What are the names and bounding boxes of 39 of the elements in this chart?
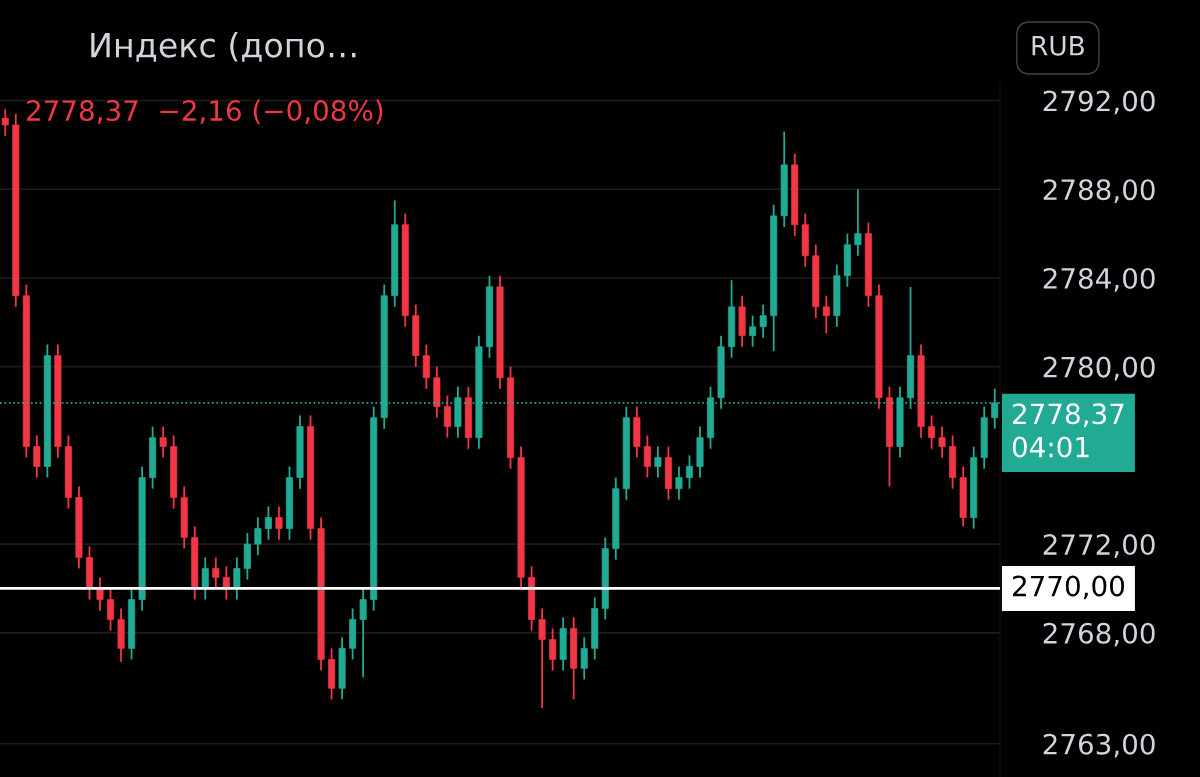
candlestick — [938, 425, 946, 459]
candlestick — [212, 556, 220, 590]
candlestick — [33, 434, 41, 479]
candlestick — [580, 636, 588, 681]
candlestick — [254, 516, 262, 557]
candlestick — [275, 505, 283, 541]
candlestick — [96, 576, 104, 612]
candlestick — [685, 454, 693, 490]
candlestick — [201, 556, 209, 601]
candlestick — [928, 414, 936, 450]
y-tick-label: 2772,00 — [1043, 534, 1155, 558]
y-tick-label: 2780,00 — [1043, 356, 1155, 381]
candlestick — [549, 627, 557, 672]
candlestick — [443, 394, 451, 439]
y-tick-label: 2768,00 — [1043, 622, 1155, 647]
ref-line-label: 2778,37 04:01 — [1012, 403, 1124, 458]
candlestick — [233, 556, 241, 601]
candlestick — [264, 505, 272, 541]
y-tick-label: 2784,00 — [1043, 267, 1155, 292]
candlestick — [643, 434, 651, 479]
candlestick — [759, 303, 767, 339]
candlestick — [675, 465, 683, 501]
candlestick — [854, 188, 862, 257]
candlestick — [749, 314, 757, 348]
y-tick-label: 2792,00 — [1043, 90, 1155, 115]
candlestick — [422, 343, 430, 390]
ref-line-label: 2770,00 — [1013, 575, 1125, 600]
y-tick-label: 2763,00 — [1043, 733, 1155, 758]
candlestick — [107, 587, 115, 632]
candlestick — [654, 445, 662, 479]
y-tick-label: 2788,00 — [1043, 179, 1155, 204]
candlestick — [822, 294, 830, 335]
candlestick — [359, 587, 367, 679]
chart-subtitle: 2778,37 −2,16 (−0,08%) — [27, 99, 383, 125]
candlestick — [538, 607, 546, 710]
candlestick — [1, 108, 9, 137]
chart-title: Индекс (допо… — [91, 31, 356, 62]
text: RUB — [1032, 36, 1084, 56]
candlestick — [159, 425, 167, 459]
